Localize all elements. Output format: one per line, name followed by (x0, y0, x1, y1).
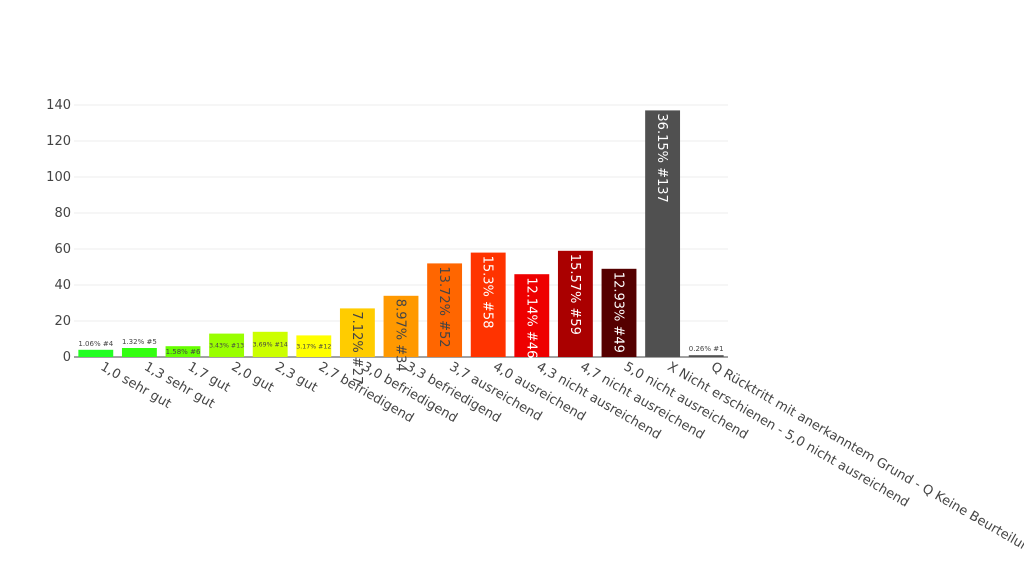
bar (165, 346, 201, 357)
bar (339, 308, 375, 357)
bar (296, 335, 332, 357)
data-label: 1.58% #6 (166, 347, 201, 356)
bar (557, 250, 593, 357)
bar (688, 355, 724, 357)
y-tick-label: 0 (63, 350, 71, 365)
bar (252, 331, 288, 357)
bar (427, 263, 463, 357)
y-axis-ticks: 0 20 40 60 80 100 120 140 (46, 98, 71, 365)
x-tick-label: 2,3 gut (272, 359, 320, 395)
bar-layer (78, 110, 724, 358)
bar (121, 348, 157, 357)
y-tick-label: 80 (54, 206, 71, 221)
data-label: 3.43% #13 (209, 342, 244, 349)
data-label-layer: 1.06% #4 1.32% #5 1.58% #6 3.43% #13 3.69% #… (78, 113, 723, 384)
bar (209, 333, 245, 357)
bar (514, 274, 550, 357)
y-tick-label: 20 (54, 314, 71, 329)
bar (78, 349, 114, 357)
data-label: 7.12% #27 (349, 311, 364, 384)
y-tick-label: 120 (46, 134, 71, 149)
grid-layer (74, 104, 728, 358)
data-label: 1.32% #5 (122, 337, 157, 346)
data-label: 36.15% #137 (654, 113, 669, 202)
data-label: 15.57% #59 (567, 254, 582, 335)
x-tick-label: 2,0 gut (229, 359, 277, 395)
bar (601, 268, 637, 357)
bar (645, 110, 681, 358)
y-tick-label: 140 (46, 98, 71, 113)
data-label: 15.3% #58 (480, 256, 495, 329)
bar (383, 295, 419, 357)
y-tick-label: 100 (46, 170, 71, 185)
y-tick-label: 60 (54, 242, 71, 257)
data-label: 3.17% #12 (296, 343, 331, 350)
y-tick-label: 40 (54, 278, 71, 293)
x-tick-label: Q Rücktritt mit anerkanntem Grund - Q Ke… (708, 359, 1024, 559)
data-label: 1.06% #4 (78, 339, 113, 348)
data-label: 12.93% #49 (610, 272, 625, 353)
data-label: 12.14% #46 (523, 277, 538, 358)
data-label: 3.69% #14 (253, 342, 288, 349)
data-label: 0.26% #1 (689, 344, 724, 353)
bar (470, 252, 506, 357)
data-label: 13.72% #52 (436, 266, 451, 347)
data-label: 8.97% #34 (392, 299, 407, 372)
